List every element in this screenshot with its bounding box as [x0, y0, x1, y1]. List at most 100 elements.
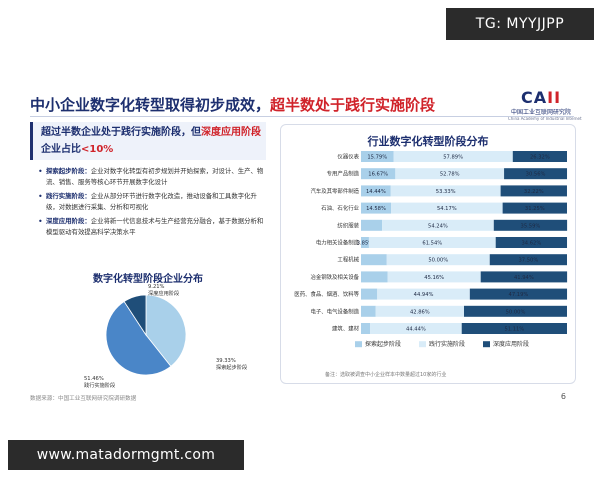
bar-segment [375, 305, 464, 317]
stage-definition-implement: 践行实施阶段：企业从部分环节进行数字化改造，推动设备和工具数字化升级，对数据进行… [38, 191, 266, 213]
pie-slice-implement [105, 300, 172, 376]
logo-en-name: China Academy of Industrial Internet [508, 116, 582, 121]
bar-segment [493, 219, 568, 231]
data-source: 数据来源：中国工业互联网研究院调研数据 [30, 396, 137, 402]
category-label: 工程机械 [337, 256, 359, 264]
bar-segment [387, 271, 481, 283]
legend-swatch [355, 341, 362, 348]
bar-segment [504, 168, 568, 180]
pie-label-implement: 51.46% 践行实施阶段 [84, 376, 116, 389]
bar-value-label: 54.17% [437, 206, 457, 212]
caii-logo: CAII 中国工业互联网研究院 China Academy of Industr… [508, 88, 582, 121]
bar-segment [361, 168, 396, 180]
bar-value-label: 30.56% [526, 172, 546, 178]
title-highlight: 超半数处于践行实施阶段 [270, 96, 436, 114]
bar-segment [480, 271, 568, 283]
report-slide: 中小企业数字化转型取得初步成效，超半数处于践行实施阶段 CAII 中国工业互联网… [14, 52, 588, 404]
bar-value-label: 50.00% [428, 258, 448, 264]
bar-value-label: 52.78% [440, 172, 460, 178]
bar-segment [377, 288, 470, 300]
bar-value-label: 41.94% [514, 275, 534, 281]
bar-value-label: 54.24% [428, 223, 448, 229]
bar-value-label: 3.85% [357, 241, 374, 247]
pie-label-deep: 9.21% 深度应用阶段 [148, 284, 180, 297]
category-label: 汽车及其零部件制造 [310, 187, 359, 195]
bar-value-label: 32.22% [524, 189, 544, 195]
bar-value-label: 16.67% [368, 172, 388, 178]
bar-value-label: 61.54% [422, 241, 442, 247]
stage-definitions: 探索起步阶段：企业对数字化转型有初步规划并开始探索，对设计、生产、物流、销售、服… [38, 166, 266, 241]
stage-definition-deep: 深度应用阶段：企业将新一代信息技术与生产经营充分融合，基于数据分析和模型驱动有效… [38, 216, 266, 238]
pie-slice-explore [145, 294, 187, 367]
bar-value-label: 14.58% [366, 206, 386, 212]
logo-cn-name: 中国工业互联网研究院 [510, 109, 571, 116]
legend-swatch [419, 341, 426, 348]
bar-segment [361, 219, 383, 231]
bar-segment [393, 151, 513, 162]
bar-segment [361, 323, 371, 334]
bar-value-label: 44.44% [406, 327, 426, 333]
industry-chart-panel: 行业数字化转型阶段分布 仪器仪表 15.79% 57.89% 26.32% 专用产品制造… [280, 124, 576, 384]
bar-value-label: 47.19% [509, 292, 529, 298]
category-label: 电子、电气设备制造 [310, 307, 359, 315]
bar-value-label: 31.25% [525, 206, 545, 212]
bar-segment [495, 237, 568, 248]
bar-segment [502, 202, 567, 214]
bar-value-label: 42.86% [410, 309, 430, 315]
bar-value-label: 34.62% [521, 241, 541, 247]
category-label: 石油、石化行业 [321, 204, 359, 212]
chart-footnote: 备注：选取被调查中小企业样本中数量超过10家的行业 [325, 372, 447, 378]
category-label: 仪器仪表 [337, 153, 359, 161]
bar-value-label: 53.33% [436, 189, 456, 195]
bar-value-label: 14.44% [366, 189, 386, 195]
bar-segment [382, 219, 494, 231]
bar-segment [361, 202, 392, 214]
bar-chart-title: 行业数字化转型阶段分布 [367, 135, 489, 148]
bar-value-label: 50.00% [506, 309, 526, 315]
bar-value-label: 44.94% [414, 292, 434, 298]
pie-chart-title: 数字化转型阶段企业分布 [93, 274, 203, 285]
bar-segment [500, 185, 567, 197]
legend-label: 探索起步阶段 [365, 340, 401, 348]
left-panel: 超过半数企业处于践行实施阶段，但深度应用阶段 企业占比<10% 探索起步阶段：企… [30, 122, 266, 389]
bar-value-label: 26.32% [530, 155, 550, 161]
url-badge: www.matadormgmt.com [8, 440, 244, 470]
pie-chart [105, 294, 187, 376]
legend-label: 深度应用阶段 [493, 340, 529, 348]
bar-segment [361, 254, 387, 266]
bar-segment [489, 254, 567, 266]
bar-value-label: 37.50% [518, 258, 538, 264]
bar-segment [464, 305, 567, 317]
bar-segment [391, 202, 503, 214]
bar-segment [361, 237, 369, 248]
key-finding-callout: 超过半数企业处于践行实施阶段，但深度应用阶段 企业占比<10% [30, 122, 266, 160]
category-label: 冶金钢铁及相关设备 [310, 273, 359, 281]
category-label: 电力相关设备制造 [316, 239, 360, 247]
slide-title: 中小企业数字化转型取得初步成效，超半数处于践行实施阶段 [30, 94, 435, 115]
title-divider [30, 116, 574, 117]
pie-slice-deep [123, 294, 147, 337]
bar-segment [469, 288, 568, 300]
bar-segment [361, 151, 394, 162]
stage-definition-explore: 探索起步阶段：企业对数字化转型有初步规划并开始探索，对设计、生产、物流、销售、服… [38, 166, 266, 188]
bar-segment [386, 254, 490, 266]
stacked-bar-chart: 仪器仪表 15.79% 57.89% 26.32% 专用产品制造 16.67% 52.78%… [294, 151, 568, 348]
legend-label: 践行实施阶段 [429, 340, 465, 348]
bar-value-label: 35.59% [521, 223, 541, 229]
logo-mark: CAII [520, 88, 562, 107]
bar-segment [361, 288, 378, 300]
pie-label-explore: 39.33% 探索起步阶段 [216, 358, 248, 371]
category-label: 医药、食品、烟酒、饮料等 [294, 290, 359, 298]
bar-value-label: 51.11% [504, 327, 524, 333]
category-label: 建筑、建材 [332, 325, 360, 333]
bar-segment [395, 168, 505, 180]
tg-badge: TG: MYYJJPP [446, 8, 594, 40]
legend-swatch [483, 341, 490, 348]
bar-segment [368, 237, 496, 248]
title-main: 中小企业数字化转型取得初步成效， [30, 96, 271, 114]
bar-segment [361, 305, 376, 317]
bar-segment [370, 323, 462, 334]
category-label: 专用产品制造 [327, 170, 360, 178]
bar-value-label: 15.79% [367, 155, 387, 161]
category-label: 纺织服装 [337, 221, 359, 229]
